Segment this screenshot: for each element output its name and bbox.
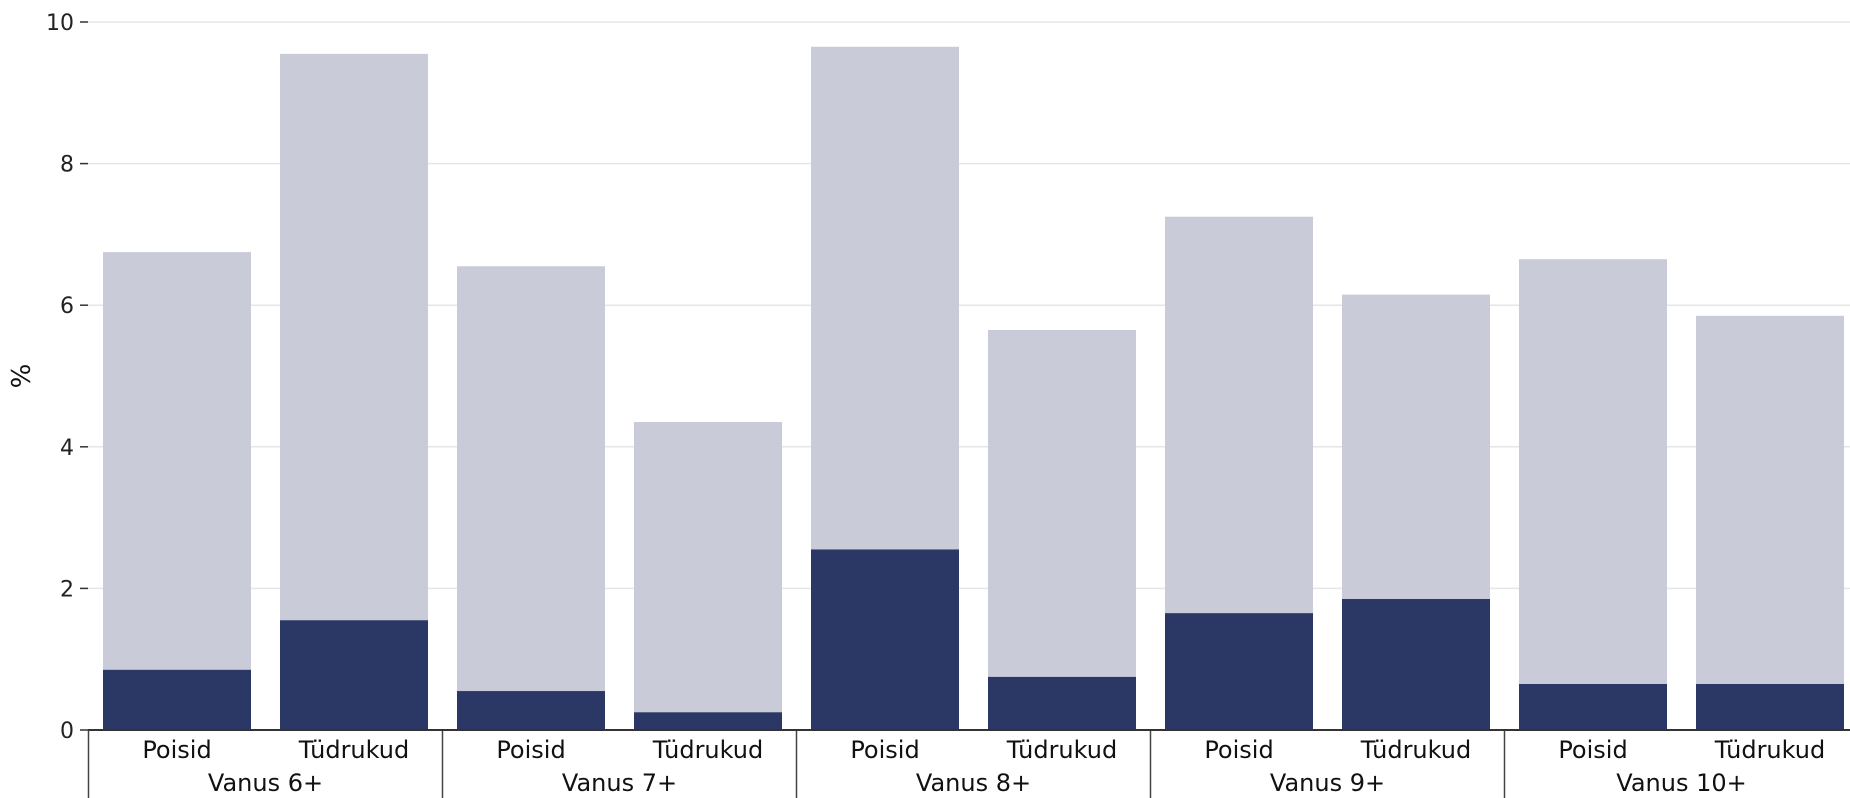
x-category-label: Poisid — [850, 736, 919, 764]
x-category-label: Poisid — [1558, 736, 1627, 764]
bar-highlight — [457, 691, 605, 730]
y-tick-label: 2 — [60, 577, 74, 602]
bar-highlight — [280, 620, 428, 730]
bar-highlight — [1696, 683, 1844, 730]
x-group-label: Vanus 7+ — [562, 769, 677, 797]
bar-total — [1519, 259, 1667, 730]
bar-highlight — [811, 549, 959, 730]
x-category-label: Tüdrukud — [1714, 736, 1826, 764]
bar-total — [103, 252, 251, 730]
bar-total — [1696, 315, 1844, 730]
x-category-label: Tüdrukud — [1360, 736, 1472, 764]
bar-total — [634, 422, 782, 730]
y-axis-label: % — [7, 364, 37, 389]
x-category-label: Poisid — [1204, 736, 1273, 764]
bar-total — [457, 266, 605, 730]
bar-total — [988, 329, 1136, 730]
x-category-label: Poisid — [142, 736, 211, 764]
x-axis-categories: Poisid Tüdrukud Vanus 6+ Poisid Tüdrukud Vanu… — [87, 730, 1826, 798]
bars — [103, 46, 1844, 731]
x-category-label: Poisid — [496, 736, 565, 764]
bar-highlight — [988, 676, 1136, 730]
x-group-label: Vanus 6+ — [208, 769, 323, 797]
y-tick-label: 4 — [60, 436, 74, 461]
y-tick-label: 10 — [46, 11, 74, 36]
bar-total — [280, 53, 428, 731]
bar-highlight — [103, 669, 251, 730]
bar-highlight — [634, 712, 782, 730]
bar-highlight — [1342, 599, 1490, 730]
y-tick-label: 8 — [60, 153, 74, 178]
x-group-label: Vanus 10+ — [1616, 769, 1746, 797]
x-group-label: Vanus 8+ — [916, 769, 1031, 797]
y-axis-ticks: 0 2 4 6 8 10 — [46, 11, 88, 744]
x-category-label: Tüdrukud — [1006, 736, 1118, 764]
y-tick-label: 6 — [60, 294, 74, 319]
bar-highlight — [1165, 613, 1313, 730]
bar-highlight — [1519, 683, 1667, 730]
x-category-label: Tüdrukud — [652, 736, 764, 764]
x-group-label: Vanus 9+ — [1270, 769, 1385, 797]
x-category-label: Tüdrukud — [298, 736, 410, 764]
y-tick-label: 0 — [60, 719, 74, 744]
